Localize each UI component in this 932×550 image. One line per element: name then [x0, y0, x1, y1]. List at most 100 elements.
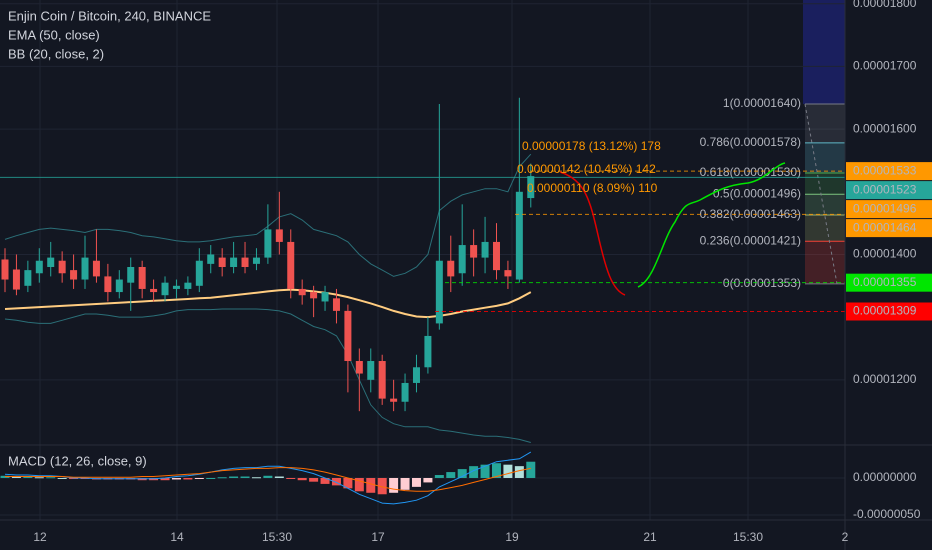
macd-histogram-bar — [286, 477, 296, 479]
signal-line — [5, 467, 531, 492]
macd-title: MACD (12, 26, close, 9) — [8, 453, 147, 468]
candle-body — [35, 260, 43, 274]
price-badge — [846, 181, 932, 200]
candle-body — [367, 361, 375, 380]
fib-band — [805, 241, 845, 284]
fib-label: 0.786(0.00001578) — [700, 135, 801, 149]
drawn-curve-red — [559, 171, 626, 296]
macd-histogram-bar — [251, 477, 261, 479]
macd-histogram-bar — [366, 477, 376, 493]
time-label: 19 — [505, 530, 519, 544]
fib-band — [805, 214, 845, 242]
macd-histogram-bar — [514, 466, 524, 478]
price-badge-label: 0.00001309 — [853, 304, 917, 318]
macd-histogram-bar — [23, 476, 33, 478]
candle-body — [424, 335, 432, 368]
candle-body — [378, 361, 386, 399]
indicator-label: EMA (50, close) — [8, 27, 100, 42]
candle-body — [447, 260, 455, 277]
macd-histogram-bar — [309, 477, 319, 482]
macd-histogram-bar — [320, 477, 330, 484]
candle-body — [138, 267, 146, 289]
fib-band — [805, 104, 845, 143]
candle-body — [58, 260, 66, 274]
fib-top-zone — [803, 0, 845, 104]
grid — [39, 0, 749, 520]
candle-body — [150, 288, 158, 293]
time-label: 15:30 — [733, 530, 763, 544]
candle-body — [161, 282, 169, 296]
macd-histogram-bar — [229, 476, 239, 478]
candle-body — [230, 257, 238, 267]
candle-body — [401, 382, 409, 402]
price-tick-label: -0.00000050 — [853, 507, 921, 521]
price-badge-label: 0.00001533 — [853, 163, 917, 177]
macd-histogram-bar — [480, 464, 490, 478]
bb-lower — [4, 308, 531, 443]
candle-body — [298, 288, 306, 296]
macd-histogram-bar — [194, 477, 204, 479]
candle-body — [115, 279, 123, 293]
measure-annotation: 0.00000178 (13.12%) 178 — [522, 139, 661, 153]
candle-body — [470, 245, 478, 258]
measure-annotation: 0.00000110 (8.09%) 110 — [527, 181, 658, 195]
macd-histogram-bar — [469, 466, 479, 478]
candle-body — [195, 260, 203, 286]
macd-histogram-bar — [34, 477, 44, 479]
candle-body — [504, 270, 512, 277]
price-badge-label: 0.00001496 — [853, 201, 917, 215]
fib-band — [805, 142, 845, 173]
drawn-curve-green — [637, 162, 786, 288]
macd-line — [4, 451, 532, 505]
candle-body — [390, 398, 398, 402]
macd-histogram-bar — [377, 477, 387, 495]
fib-label: 0.236(0.00001421) — [700, 233, 801, 247]
price-badge-label: 0.00001523 — [853, 182, 917, 196]
macd-histogram-bar — [446, 472, 456, 478]
candle-body — [81, 257, 89, 280]
price-badge — [846, 200, 932, 219]
candle-body — [481, 241, 489, 258]
macd-histogram-bar — [57, 477, 67, 479]
candle-body — [70, 270, 78, 280]
candle-body — [355, 361, 363, 374]
macd-histogram-bar — [503, 464, 513, 478]
time-label: 14 — [170, 530, 184, 544]
macd-histogram-bar — [491, 463, 501, 478]
macd-histogram-bar — [206, 477, 216, 479]
price-badge-label: 0.00001464 — [853, 220, 917, 234]
plot: 0.00001800 0.00001700 0.00001600 0.00001400… — [0, 0, 932, 521]
macd-histogram-bar — [171, 477, 181, 480]
candle-body — [172, 285, 180, 289]
fib-label: 0.382(0.00001463) — [700, 207, 801, 221]
measure-annotation: 0.00000142 (10.45%) 142 — [517, 162, 656, 176]
macd-histogram-bar — [183, 477, 193, 480]
macd-histogram-bar — [263, 475, 273, 478]
macd-histogram-bar — [240, 476, 250, 478]
candle-body — [310, 292, 318, 299]
time-label: 17 — [371, 530, 385, 544]
time-label: 2 — [842, 530, 849, 544]
time-label: 21 — [643, 530, 657, 544]
candle-body — [241, 257, 249, 267]
macd-histogram-bar — [160, 477, 170, 481]
macd-histogram-bar — [434, 475, 444, 478]
fib-trend — [804, 103, 838, 285]
candle-body — [218, 257, 226, 267]
macd-histogram-bar — [274, 476, 284, 478]
candle-body — [287, 241, 295, 289]
macd-histogram-bar — [354, 477, 364, 492]
candle-body — [207, 254, 215, 264]
candle-body — [275, 229, 283, 242]
macd-histogram-bar — [411, 477, 421, 487]
price-badge — [846, 162, 932, 181]
candle-body — [12, 269, 20, 290]
price-tick-label: 0.00001600 — [853, 121, 917, 135]
fib-band — [805, 194, 845, 215]
candle-body — [264, 229, 272, 258]
time-label: 15:30 — [262, 530, 292, 544]
candle-body — [92, 260, 100, 277]
candle-body — [1, 259, 9, 280]
price-tick-label: 0.00001800 — [853, 0, 917, 10]
